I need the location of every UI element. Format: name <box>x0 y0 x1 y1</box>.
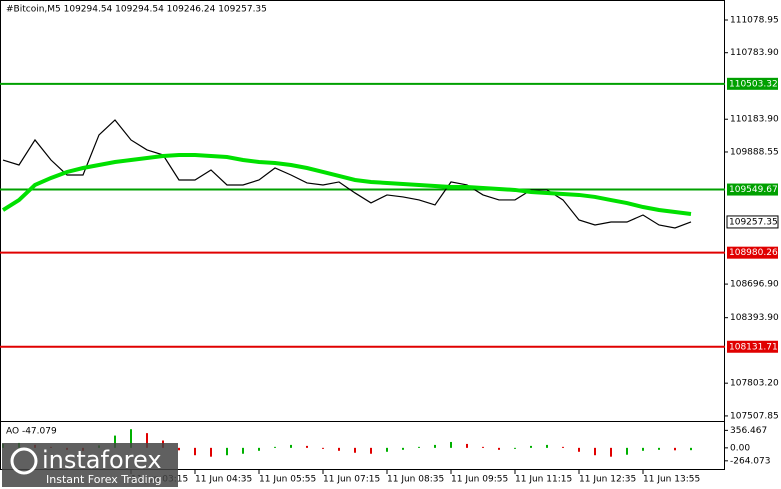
x-tick-label: 11 Jun 09:55 <box>451 475 508 485</box>
ao-bar <box>210 447 212 457</box>
ao-bar <box>450 441 452 448</box>
watermark: instaforex Instant Forex Trading <box>2 443 178 487</box>
y-tick-label: 109888.55 <box>730 147 779 157</box>
ao-bar <box>642 447 644 451</box>
x-tick-label: 11 Jun 04:35 <box>195 475 252 485</box>
ao-bar <box>386 447 388 452</box>
level-label: 109549.67 <box>729 185 778 195</box>
moving-average <box>1 153 692 216</box>
watermark-brand: instaforex <box>42 446 162 474</box>
last-price-label: 109257.35 <box>729 217 778 227</box>
x-tick-label: 11 Jun 05:55 <box>259 475 316 485</box>
y-tick-label: 110783.90 <box>730 48 779 58</box>
ao-bar <box>290 444 292 448</box>
y-tick-label: 107803.20 <box>730 379 779 389</box>
ao-bar <box>578 447 580 452</box>
y-tick-label: 108393.90 <box>730 313 779 323</box>
level-box <box>727 77 778 90</box>
ao-bar <box>242 447 244 454</box>
ao-bar <box>658 447 660 450</box>
price-line <box>2 119 692 229</box>
ao-bar <box>690 447 692 451</box>
plot-frame <box>0 0 725 470</box>
y-tick-label: 107507.85 <box>730 411 779 421</box>
ao-bar <box>370 447 372 454</box>
ao-bar <box>674 447 676 451</box>
ao-bar <box>610 447 612 457</box>
level-box <box>727 246 778 259</box>
y-tick-label: 111078.95 <box>730 15 779 25</box>
last-price-box <box>726 215 779 229</box>
ao-bar <box>322 447 324 449</box>
ao-bar <box>482 446 484 448</box>
level-label: 110503.32 <box>729 79 778 89</box>
y-tick-label: 356.467 <box>730 426 767 436</box>
y-tick-label: 108696.90 <box>730 280 779 290</box>
ao-bar <box>530 445 532 448</box>
ao-bar <box>498 447 500 450</box>
ao-bar <box>434 444 436 448</box>
ao-bar <box>258 447 260 451</box>
ao-bar <box>402 447 404 450</box>
ao-bar <box>546 444 548 448</box>
ao-bar <box>594 447 596 456</box>
ao-bar <box>562 446 564 448</box>
ao-bar <box>514 447 516 449</box>
x-tick-label: 11 Jun 12:35 <box>579 475 636 485</box>
ao-bar <box>114 435 116 448</box>
ao-bar <box>354 447 356 453</box>
y-tick-label: 0.00 <box>730 443 750 453</box>
x-tick-label: 11 Jun 11:15 <box>515 475 572 485</box>
chart-title: #Bitcoin,M5 109294.54 109294.54 109246.2… <box>6 5 267 15</box>
watermark-tagline: Instant Forex Trading <box>46 473 162 486</box>
ao-bar <box>274 446 276 448</box>
ao-bar <box>130 429 132 448</box>
ao-bar <box>178 447 180 451</box>
y-tick-label: -264.073 <box>730 456 770 466</box>
ao-bar <box>466 443 468 448</box>
ao-bar <box>418 446 420 448</box>
y-tick-label: 110183.90 <box>730 115 779 125</box>
watermark-icon <box>10 447 38 475</box>
x-tick-label: 11 Jun 13:55 <box>643 475 700 485</box>
level-box <box>727 183 778 196</box>
ao-bar <box>626 447 628 455</box>
ao-bar <box>338 447 340 451</box>
ao-bar <box>194 447 196 456</box>
level-label: 108980.26 <box>729 248 778 258</box>
ao-bar <box>146 433 148 448</box>
x-tick-label: 11 Jun 07:15 <box>323 475 380 485</box>
ao-title: AO -47.079 <box>6 427 57 437</box>
ao-bar <box>226 447 228 456</box>
level-label: 108131.71 <box>729 342 778 352</box>
level-box <box>727 340 778 353</box>
ao-bar <box>306 445 308 448</box>
x-tick-label: 11 Jun 08:35 <box>387 475 444 485</box>
